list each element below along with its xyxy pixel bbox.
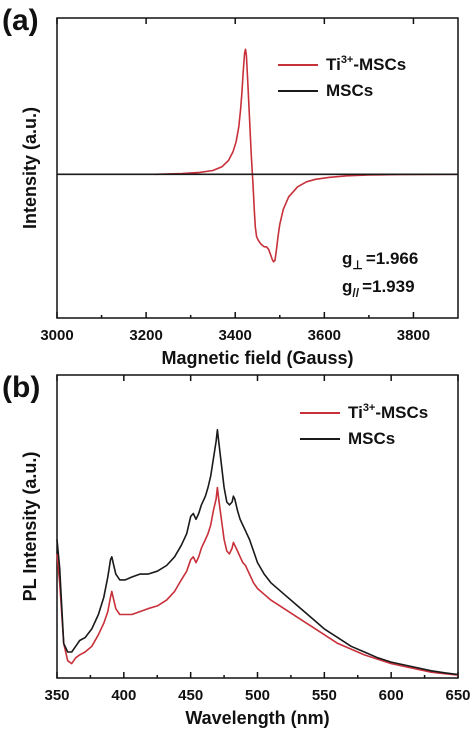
plot-frame <box>56 17 459 319</box>
y-axis-title: Intensity (a.u.) <box>20 107 40 229</box>
x-axis-title: Magnetic field (Gauss) <box>161 348 353 368</box>
g-factor-annotation: g⊥ =1.966 <box>342 249 418 272</box>
x-tick-label: 400 <box>111 687 136 704</box>
legend-superscript: 3+ <box>341 54 354 66</box>
legend-label-1: MSCs <box>348 429 395 448</box>
annotation-subscript: ⊥ <box>352 258 362 272</box>
panel-label: (b) <box>2 371 40 404</box>
panel-label: (a) <box>2 4 39 37</box>
x-axis-title: Wavelength (nm) <box>185 708 329 728</box>
y-axis-title: PL Intensity (a.u.) <box>20 452 40 602</box>
annotation-value: =1.966 <box>366 249 418 268</box>
legend-label-1: MSCs <box>326 81 373 100</box>
annotation-value: =1.939 <box>362 277 414 296</box>
legend-superscript: 3+ <box>363 402 376 414</box>
x-tick-label: 600 <box>379 687 404 704</box>
legend-name: MSCs <box>348 429 395 448</box>
series-line-0 <box>56 486 459 676</box>
x-tick-label: 3800 <box>397 327 430 344</box>
x-tick-label: 3200 <box>129 327 162 344</box>
x-tick-label: 550 <box>312 687 337 704</box>
legend-name: Ti <box>326 55 341 74</box>
x-tick-label: 650 <box>445 687 470 704</box>
series-line-1 <box>56 429 459 676</box>
annotation-subscript: // <box>352 286 359 300</box>
x-tick-label: 450 <box>178 687 203 704</box>
legend-label-0: Ti3+-MSCs <box>326 54 406 74</box>
annotation-symbol: g <box>342 277 352 296</box>
legend-suffix: -MSCs <box>375 403 428 422</box>
x-tick-label: 3000 <box>40 327 73 344</box>
legend-label-0: Ti3+-MSCs <box>348 402 428 422</box>
x-tick-label: 3400 <box>219 327 252 344</box>
x-tick-label: 3600 <box>308 327 341 344</box>
annotation-symbol: g <box>342 249 352 268</box>
panel-b: (b) 350 400 450 500 550 600 650 Wavelength (nm) P… <box>2 371 471 728</box>
panel-a: (a) 3000 3200 3400 3600 3800 Magnetic field (G… <box>2 4 459 368</box>
x-tick-label: 500 <box>245 687 270 704</box>
x-tick-label: 350 <box>44 687 69 704</box>
legend-suffix: -MSCs <box>353 55 406 74</box>
legend-name: MSCs <box>326 81 373 100</box>
series-line-0 <box>154 48 459 263</box>
g-factor-annotation: g//=1.939 <box>342 277 415 300</box>
legend-name: Ti <box>348 403 363 422</box>
